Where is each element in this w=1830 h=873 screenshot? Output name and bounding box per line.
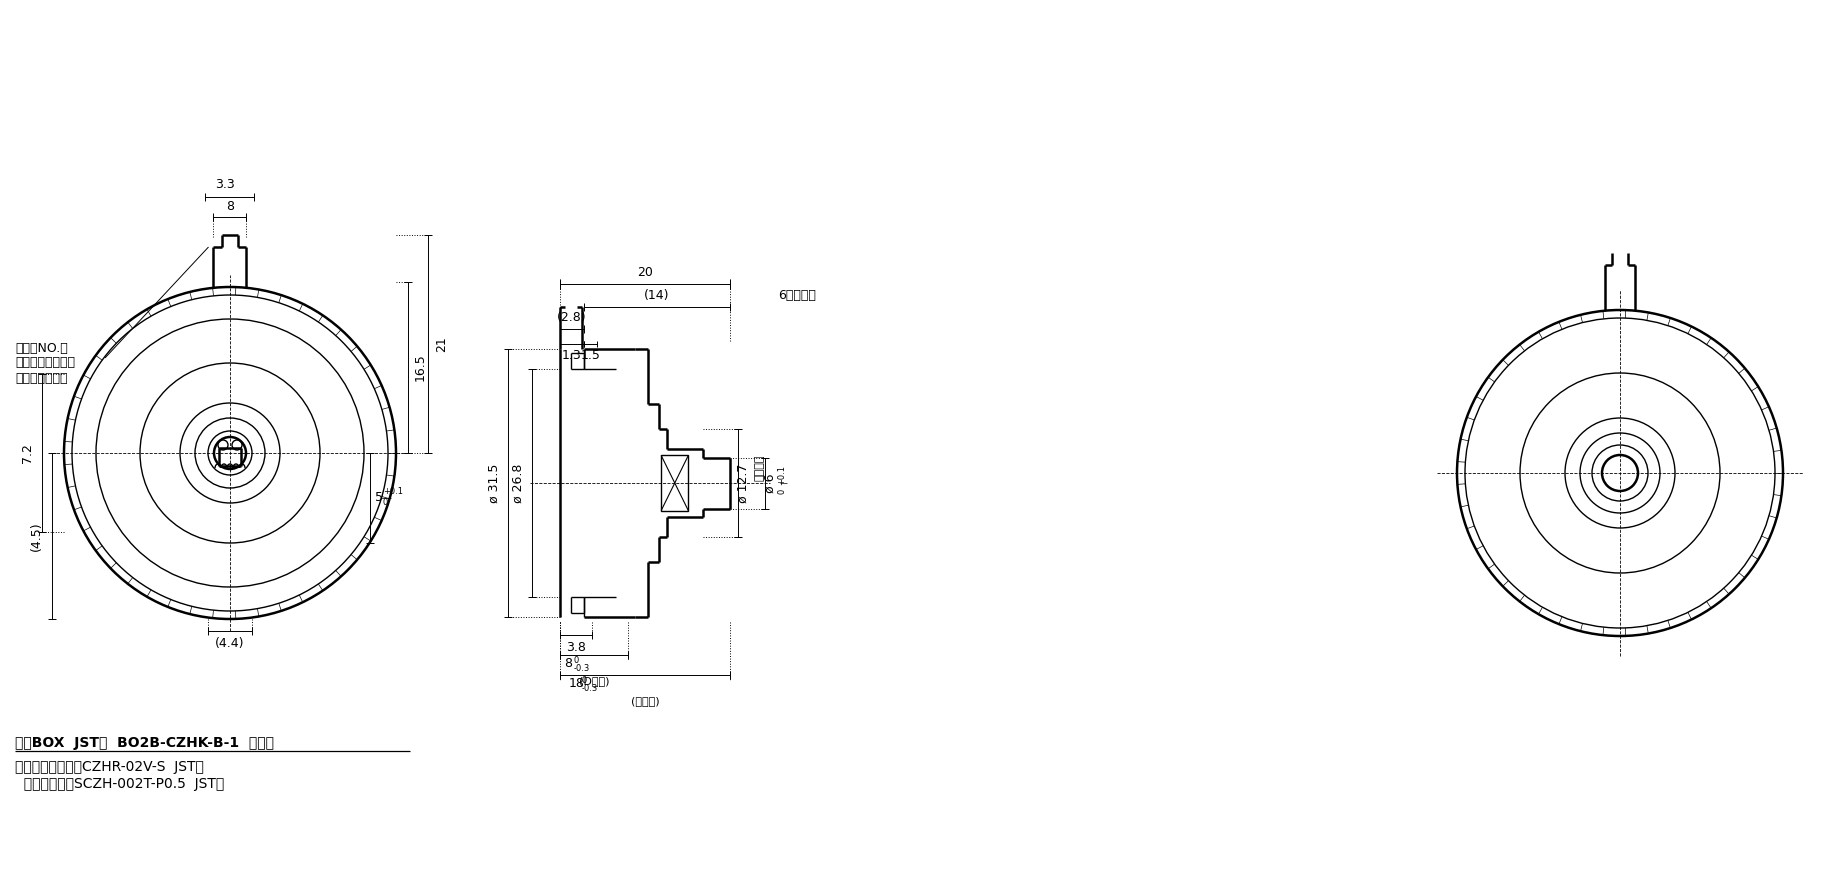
Text: +0.1: +0.1 (382, 487, 403, 497)
Text: 18: 18 (567, 677, 584, 691)
Text: -0.3: -0.3 (573, 664, 589, 673)
Text: ø 31.5: ø 31.5 (487, 464, 500, 503)
Text: （試作時なし）: （試作時なし） (15, 373, 68, 386)
Text: +0.1: +0.1 (778, 465, 787, 485)
Text: ロットNO.等: ロットNO.等 (15, 341, 68, 354)
Bar (661, 456, 688, 511)
Text: (軸全長): (軸全長) (630, 696, 659, 706)
Text: 0: 0 (573, 656, 578, 665)
Text: 3.8: 3.8 (565, 642, 586, 655)
Text: 0: 0 (382, 498, 388, 507)
Text: 歯車外径: 歯車外径 (754, 455, 765, 481)
Text: 3.3: 3.3 (214, 178, 234, 191)
Text: 20: 20 (637, 265, 653, 278)
Text: (4.5): (4.5) (29, 521, 42, 551)
Text: コンタクト：SCZH-002T-P0.5  JST製: コンタクト：SCZH-002T-P0.5 JST製 (15, 777, 223, 791)
Text: 1.3: 1.3 (562, 348, 582, 361)
Text: 相手コネクター：CZHR-02V-S  JST製: 相手コネクター：CZHR-02V-S JST製 (15, 760, 203, 774)
Text: ø 6: ø 6 (763, 473, 776, 492)
Text: 16.5: 16.5 (414, 354, 426, 382)
Text: (14): (14) (644, 289, 670, 302)
Text: 8: 8 (564, 657, 573, 670)
Text: 7.2: 7.2 (22, 443, 35, 463)
Text: 5: 5 (375, 491, 382, 505)
Text: 6（歯幅）: 6（歯幅） (778, 289, 816, 302)
Text: レーザープリント: レーザープリント (15, 356, 75, 369)
Text: 端子BOX  JST製  BO2B-CZHK-B-1  相当品: 端子BOX JST製 BO2B-CZHK-B-1 相当品 (15, 736, 274, 750)
Text: -0.3: -0.3 (582, 684, 597, 693)
Text: 0: 0 (778, 488, 787, 493)
Text: 8: 8 (225, 200, 234, 212)
Text: ø 12.7: ø 12.7 (736, 464, 748, 503)
Text: (2.8): (2.8) (556, 311, 586, 324)
Text: 1.5: 1.5 (580, 348, 600, 361)
Text: 0: 0 (582, 677, 586, 685)
Text: 21: 21 (436, 336, 448, 352)
Text: ø 26.8: ø 26.8 (511, 464, 523, 503)
Text: (4.4): (4.4) (216, 637, 245, 650)
Text: (D長さ): (D長さ) (578, 676, 609, 686)
